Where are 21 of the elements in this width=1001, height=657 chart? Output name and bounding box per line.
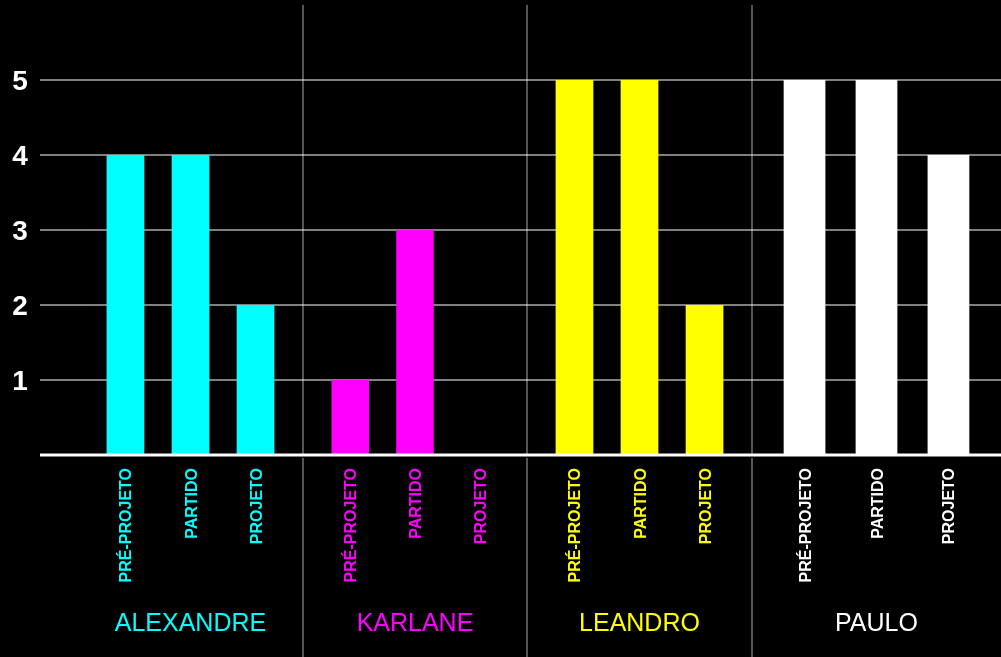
x-tick-label: PRÉ-PROJETO	[341, 468, 360, 583]
x-tick-label: PARTIDO	[631, 468, 649, 539]
y-tick-label: 5	[12, 64, 28, 96]
x-tick-label: PRÉ-PROJETO	[795, 468, 814, 583]
x-tick-label: PARTIDO	[868, 468, 886, 539]
x-tick-label: PROJETO	[471, 468, 489, 545]
x-tick-label: PROJETO	[247, 468, 265, 545]
y-tick-label: 1	[12, 364, 28, 396]
x-axis-title: ALEXANDRE	[114, 608, 267, 636]
y-tick-label: 3	[12, 214, 28, 246]
x-axis-title: LEANDRO	[579, 608, 700, 636]
x-tick-label: PROJETO	[696, 468, 714, 545]
y-tick-label: 2	[12, 289, 28, 321]
x-axis-title: PAULO	[835, 608, 918, 636]
x-axis-title: KARLANE	[356, 608, 474, 636]
y-tick-label: 4	[12, 139, 29, 171]
x-tick-label: PRÉ-PROJETO	[565, 468, 584, 583]
x-tick-label: PARTIDO	[182, 468, 200, 539]
x-tick-label: PROJETO	[940, 468, 958, 545]
x-tick-label: PARTIDO	[407, 468, 424, 539]
x-tick-label: PRÉ-PROJETO	[116, 468, 135, 583]
